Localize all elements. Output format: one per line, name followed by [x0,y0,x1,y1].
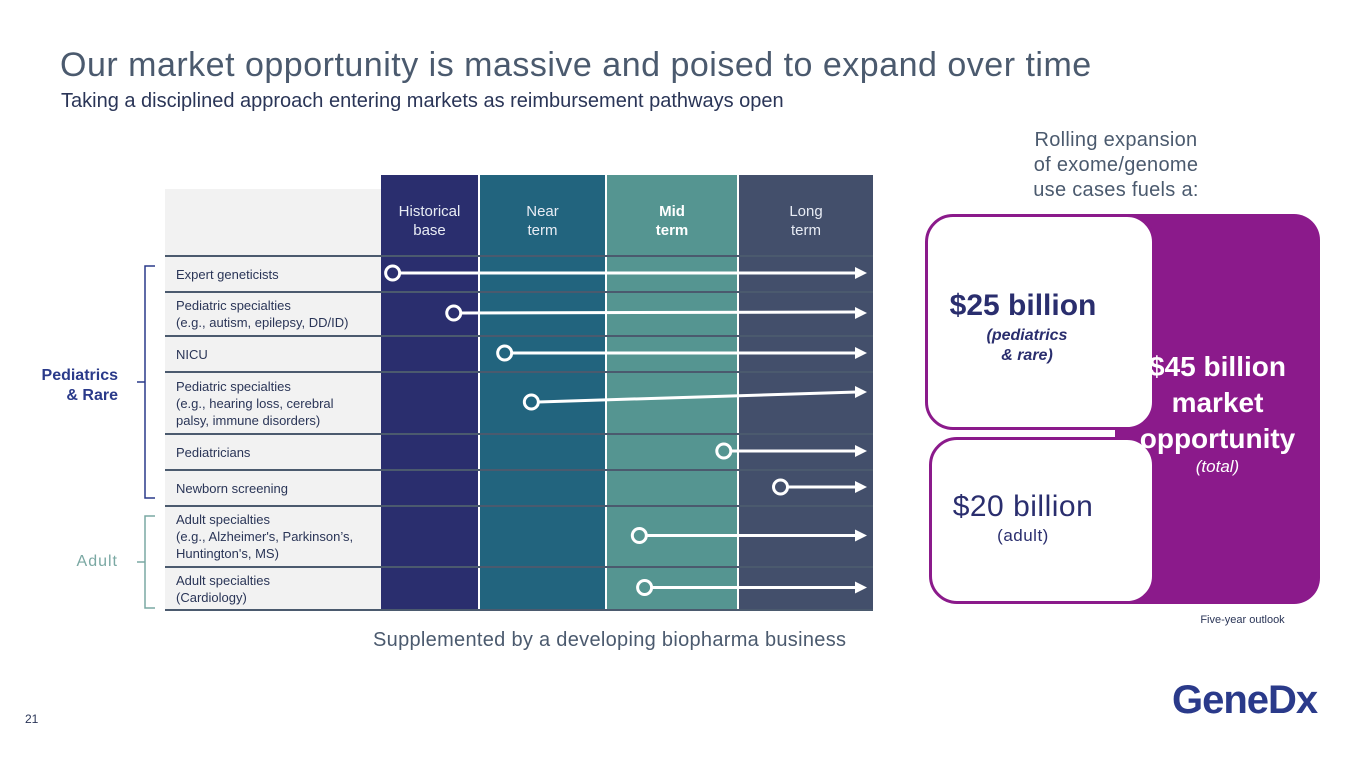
column-1: Historical base [381,175,478,611]
table-row-label: Newborn screening [165,469,381,505]
table-row-label: Pediatricians [165,433,381,469]
supplement-note: Supplemented by a developing biopharma b… [373,629,847,651]
row-divider [381,566,873,568]
timeline-arrow [496,344,867,362]
column-header: Mid term [655,203,689,239]
genedx-logo: GeneDx [1172,676,1324,724]
arrow-shaft [538,390,858,404]
arrow-start-marker [522,393,540,411]
timeline-arrows [384,264,867,596]
adult-bracket [137,515,155,609]
row-divider [381,255,873,257]
arrow-head [855,267,867,279]
row-divider [381,469,873,471]
column-header: Long term [789,203,823,239]
arrow-start-marker [496,344,514,362]
total-amount-sub: (total) [1195,457,1240,476]
page-title: Our market opportunity is massive and po… [60,46,1092,84]
timeline-arrow [384,264,867,282]
arrow-start-marker [445,304,463,322]
arrow-head [855,386,867,398]
arrow-start-marker [715,442,733,460]
logo-wordmark: GeneDx [1172,678,1318,722]
column-3: Mid term [605,175,737,611]
header-empty-cell [165,189,381,255]
row-divider [381,433,873,435]
timeline-arrow [772,478,867,496]
arrow-head [855,529,867,542]
pediatrics-amount: $25 billion [949,289,1097,322]
row-divider [381,291,873,293]
page-subtitle: Taking a disciplined approach entering m… [61,90,784,112]
arrow-start-marker [384,264,402,282]
arrow-head [855,581,867,594]
column-header: Near term [526,203,559,239]
row-divider [381,335,873,337]
adult-group-label: Adult [76,553,118,570]
row-divider [381,505,873,507]
arrow-start-marker [630,527,648,544]
arrow-head [855,481,867,493]
table-row-label: Expert geneticists [165,255,381,291]
arrow-start-marker [772,478,790,496]
timeline-arrow [445,304,867,322]
table-row-label: Pediatric specialties (e.g., hearing los… [165,371,381,433]
timeline-arrow [636,579,867,596]
row-divider [381,371,873,373]
table-row-label: Pediatric specialties (e.g., autism, epi… [165,291,381,335]
adult-amount: $20 billion [952,490,1094,523]
group-brackets [137,265,155,609]
arrow-start-marker [636,579,654,596]
timeline-arrow [715,442,867,460]
pediatrics-market-box [925,214,1155,430]
total-amount: $45 billion market opportunity [1139,351,1296,454]
table-row-label: Adult specialties (Cardiology) [165,566,381,609]
outlook-note: Five-year outlook [1200,614,1285,626]
page-number: 21 [25,712,39,726]
pediatrics-amount-sub: (pediatrics & rare) [986,327,1068,364]
pediatrics-bracket [137,265,155,499]
table-bottom-divider [165,609,873,611]
adult-market-box [929,437,1155,604]
timeline-arrow [630,527,867,544]
timeline-table: Historical base Near term Mid term Long ter… [165,175,873,611]
arrow-head [855,445,867,457]
column-2: Near term [478,175,605,611]
adult-amount-sub: (adult) [997,526,1049,545]
arrow-shaft [460,310,858,315]
table-row-label: Adult specialties (e.g., Alzheimer's, Pa… [165,505,381,566]
market-intro: Rolling expansion of exome/genome use ca… [1033,129,1199,201]
arrow-head [855,347,867,359]
table-row-label: NICU [165,335,381,371]
arrow-head [855,307,867,319]
timeline-arrow [522,386,867,411]
column-header: Historical base [398,203,461,239]
pediatrics-group-label: Pediatrics & Rare [41,367,118,404]
